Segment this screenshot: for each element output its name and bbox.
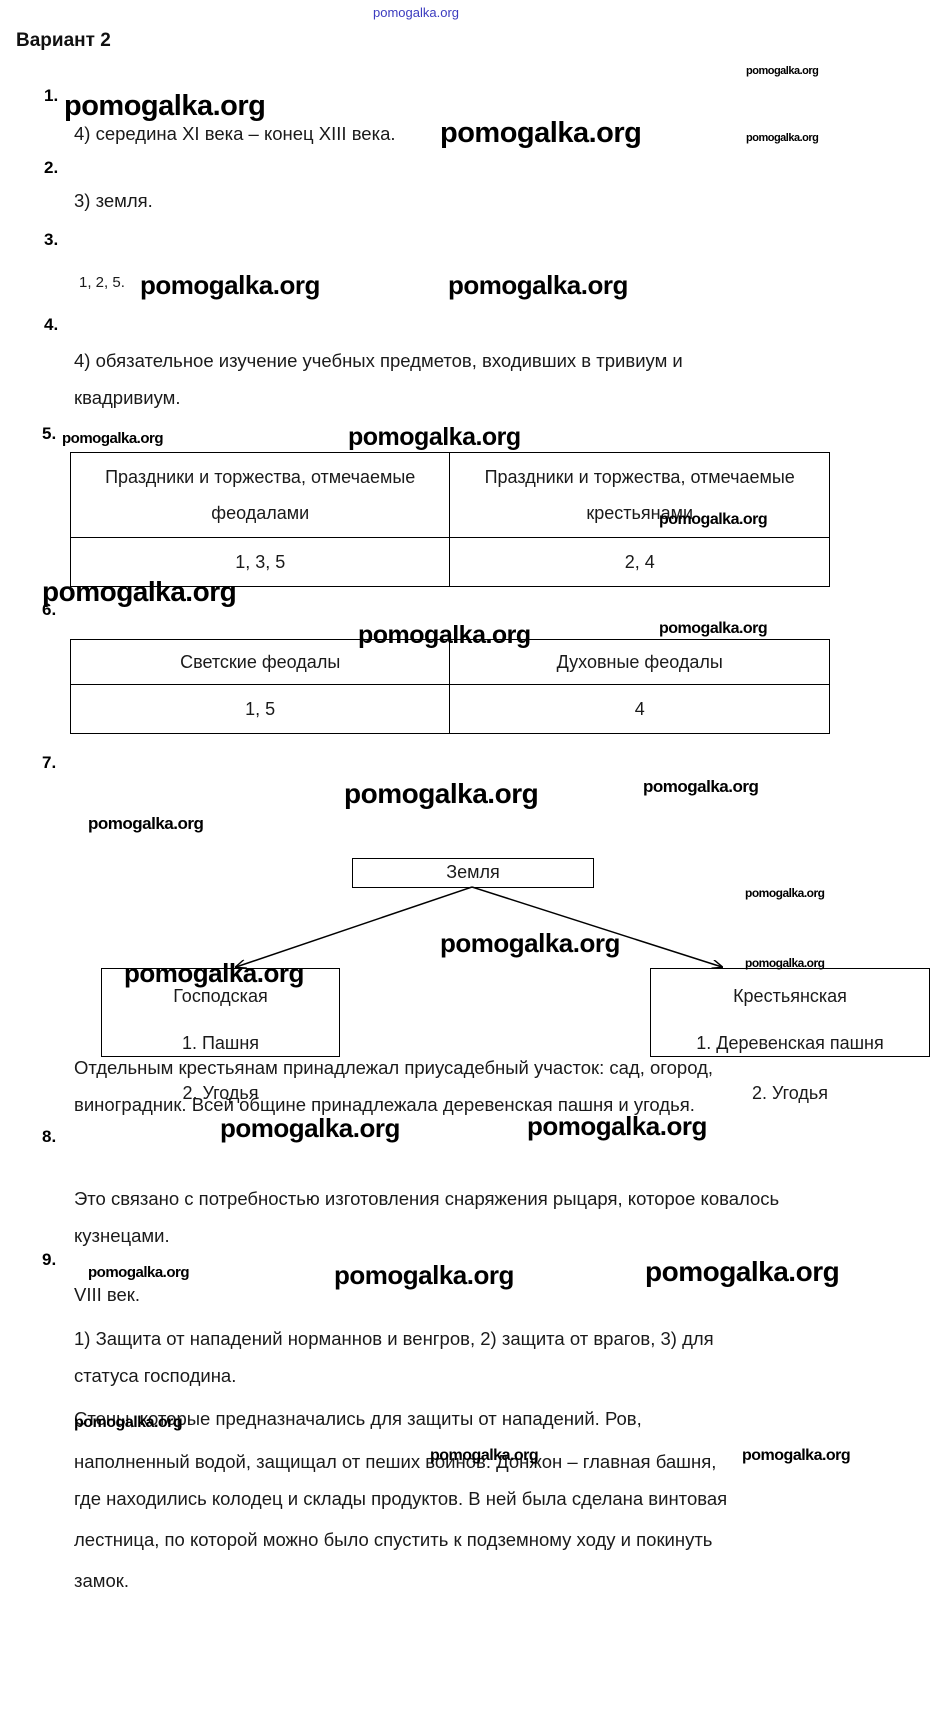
watermark: pomogalka.org [358,621,531,649]
diagram-peasant-item-1: 1. Деревенская пашня [696,1033,884,1053]
watermark: pomogalka.org [140,270,320,300]
watermark: pomogalka.org [440,117,642,149]
watermark: pomogalka.org [334,1260,514,1290]
table-header-cell: Праздники и торжества, отмечаемые кресть… [449,452,830,538]
question-answer-2: 3) земля. [74,190,153,211]
question-answer-4: 4) обязательное изучение учебных предмет… [74,350,683,408]
watermark: pomogalka.org [645,1256,840,1287]
diagram-lordly-item-2: 2. Угодья [182,1083,259,1103]
diagram-peasant-title: Крестьянская [733,986,847,1006]
table-feudals: Светские феодалы Духовные феодалы 1, 5 4 [69,639,830,734]
table-value-cell: 1, 3, 5 [69,537,451,587]
watermark: pomogalka.org [643,777,759,796]
table-value-cell: 4 [449,684,830,734]
watermark: pomogalka.org [74,1414,183,1431]
watermark: pomogalka.org [659,511,768,528]
watermark: pomogalka.org [746,132,819,144]
watermark: pomogalka.org [344,778,539,809]
watermark: pomogalka.org [746,65,819,77]
watermark: pomogalka.org [88,1264,190,1281]
q9-line-7: замок. [74,1570,130,1591]
question-number-6: 6. [42,600,57,619]
q9-line-6: лестница, по которой можно было спустить… [74,1529,713,1550]
q9-century: VIII век. [74,1284,141,1305]
page-title: Вариант 2 [16,30,111,51]
table-header-cell: Праздники и торжества, отмечаемые феодал… [69,452,451,538]
watermark: pomogalka.org [440,928,620,958]
table-row: 1, 5 4 [69,684,830,734]
diagram-box-peasant: Крестьянская 1. Деревенская пашня 2. Уго… [650,968,930,1103]
question-number-1: 1. [44,86,59,105]
question-number-9: 9. [42,1250,57,1269]
watermark: pomogalka.org [659,620,768,637]
diagram-lordly-title: Господская [173,986,268,1006]
question-number-3: 3. [44,230,59,249]
watermark: pomogalka.org [64,90,266,122]
watermark: pomogalka.org [220,1113,400,1143]
arrow-to-peasant [471,886,722,967]
watermark: pomogalka.org [745,886,825,900]
diagram-lordly-item-1: 1. Пашня [181,1033,260,1053]
question-answer-1: 4) середина XI века – конец XIII века. [74,123,396,144]
q9-line-2: статуса господина. [74,1365,237,1386]
diagram-box-lordly: Господская 1. Пашня 2. Угодья [101,968,340,1103]
watermark: pomogalka.org [448,270,628,300]
watermark: pomogalka.org [62,430,164,447]
question-number-4: 4. [44,315,59,334]
table-holidays: Праздники и торжества, отмечаемые феодал… [69,452,830,587]
watermark: pomogalka.org [373,5,459,20]
q9-line-1: 1) Защита от нападений норманнов и венгр… [74,1328,714,1349]
diagram-note-line-2: виноградник. Всей общине принадлежала де… [74,1094,695,1115]
watermark: pomogalka.org [527,1111,707,1141]
q9-line-3: Стены, которые предназначались для защит… [74,1408,642,1429]
arrow-to-lordly [236,886,473,967]
table-value-cell: 1, 5 [69,684,451,734]
question-answer-8: Это связано с потребностью изготовления … [74,1188,780,1246]
watermark: pomogalka.org [348,423,521,451]
diagram-peasant-item-2: 2. Угодья [751,1083,829,1103]
diagram-root-label: Земля [446,862,500,882]
q9-line-5: где находились колодец и склады продукто… [74,1488,728,1509]
question-number-8: 8. [42,1127,57,1146]
question-number-2: 2. [44,158,59,177]
question-answer-3: 1, 2, 5. [79,274,125,291]
watermark: pomogalka.org [88,814,204,833]
table-value-cell: 2, 4 [449,537,830,587]
table-row: 1, 3, 5 2, 4 [69,537,830,587]
watermark: pomogalka.org [745,956,825,970]
watermark: pomogalka.org [124,958,304,988]
diagram-note-line-1: Отдельным крестьянам принадлежал приусад… [74,1057,714,1078]
table-header-cell: Духовные феодалы [449,639,830,685]
watermark: pomogalka.org [42,576,237,607]
watermark: pomogalka.org [742,1447,851,1464]
diagram-box-root: Земля [352,858,594,888]
watermark: pomogalka.org [430,1447,539,1464]
table-header-cell: Светские феодалы [69,639,451,685]
table-row: Светские феодалы Духовные феодалы [69,639,830,685]
question-number-5: 5. [42,424,57,443]
q9-line-4: наполненный водой, защищал от пеших воин… [74,1451,717,1472]
table-row: Праздники и торжества, отмечаемые феодал… [69,452,830,538]
question-number-7: 7. [42,753,57,772]
